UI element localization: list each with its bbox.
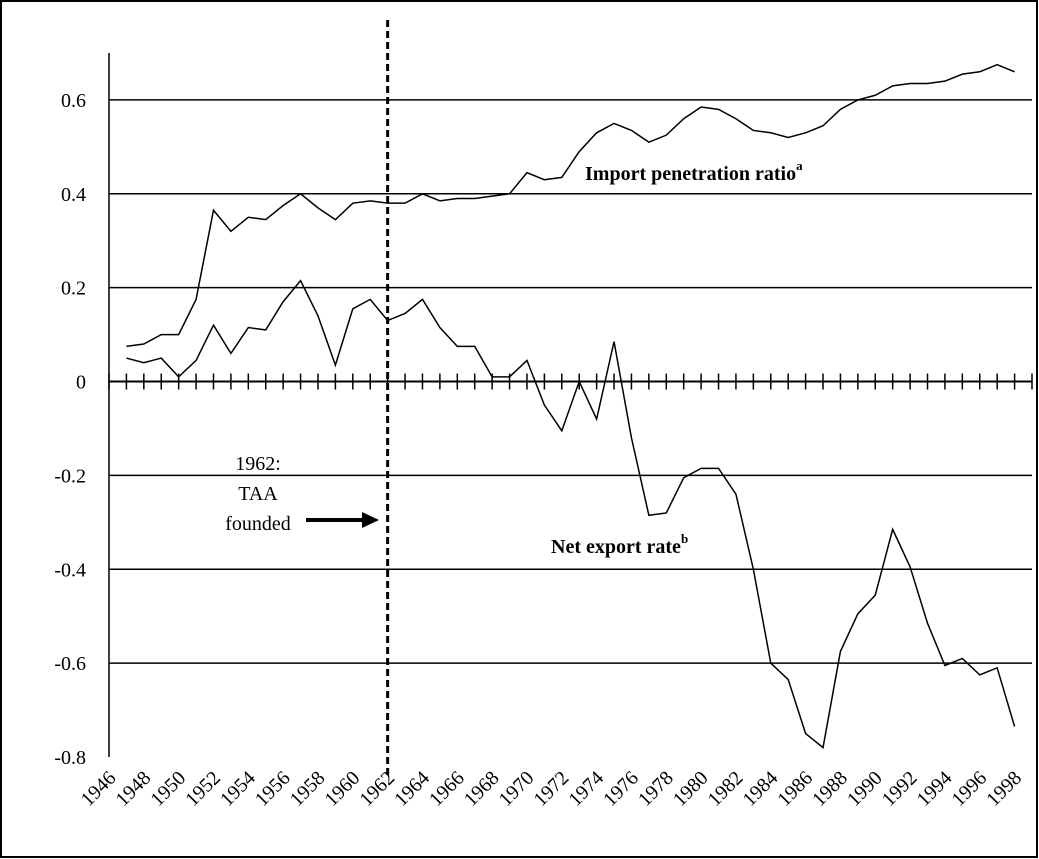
y-tick-label: -0.6 bbox=[54, 653, 86, 675]
y-tick-label: 0.2 bbox=[61, 278, 86, 300]
event-arrowhead bbox=[362, 512, 379, 528]
event-label: TAA bbox=[238, 483, 278, 505]
series-superscript: b bbox=[681, 531, 688, 546]
event-label: 1962: bbox=[235, 453, 281, 475]
y-tick-label: -0.2 bbox=[54, 465, 86, 487]
y-tick-label: 0.6 bbox=[61, 90, 86, 112]
series-line bbox=[126, 279, 1016, 749]
series-superscript: a bbox=[796, 158, 803, 173]
y-tick-label: -0.8 bbox=[54, 747, 86, 769]
series-label: Net export rateb bbox=[551, 531, 688, 558]
series-label: Import penetration ratioa bbox=[585, 158, 803, 185]
series-name: Net export rate bbox=[551, 536, 681, 558]
y-tick-label: -0.4 bbox=[54, 559, 86, 581]
series-name: Import penetration ratio bbox=[585, 163, 796, 185]
event-label: founded bbox=[225, 513, 291, 535]
series-line bbox=[126, 63, 1015, 348]
y-tick-label: 0.4 bbox=[61, 184, 86, 206]
y-tick-label: 0 bbox=[76, 372, 86, 394]
